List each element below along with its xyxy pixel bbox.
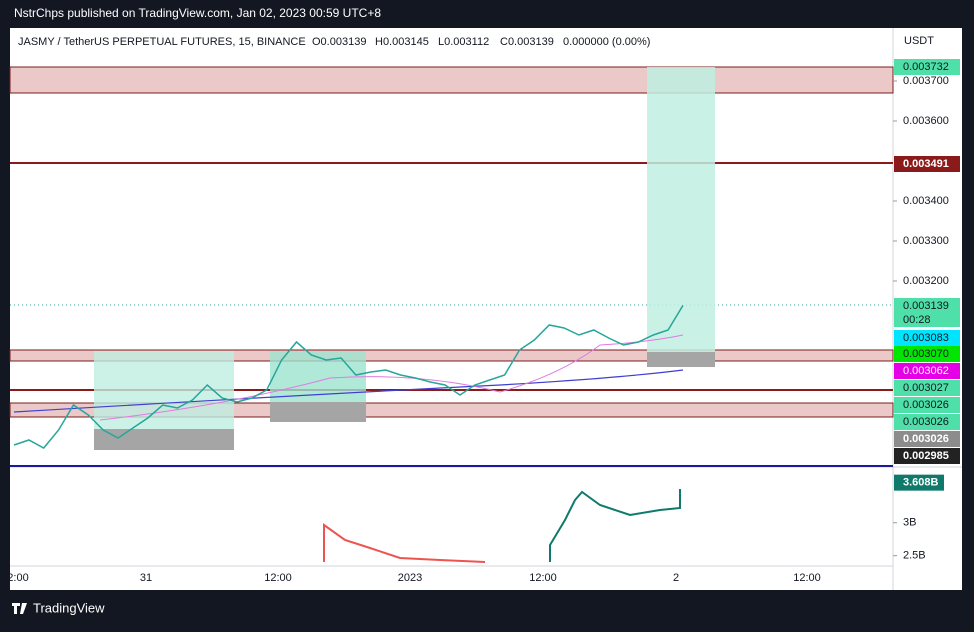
long-stop	[647, 352, 715, 367]
price-badge-label: 0.003026	[903, 399, 949, 411]
symbol: JASMY / TetherUS PERPETUAL FUTURES, 15, …	[18, 36, 306, 48]
time-tick-label: 12:00	[793, 572, 821, 584]
moving-average	[99, 334, 684, 421]
price-badge-label: 0.003027	[903, 382, 949, 394]
price-tick-label: 0.003300	[903, 235, 949, 247]
moving-average	[13, 369, 684, 413]
volume-falling	[323, 523, 486, 563]
price-tick-label: 0.003600	[903, 115, 949, 127]
brand-name: TradingView	[33, 600, 105, 615]
ohlc-high: H0.003145	[375, 36, 429, 48]
long-target	[647, 67, 715, 352]
time-tick-label: 2:00	[7, 572, 28, 584]
publisher-text: NstrChps published on TradingView.com, J…	[14, 6, 381, 20]
long-stop	[94, 429, 234, 450]
ohlc-close: C0.003139	[500, 36, 554, 48]
countdown-badge	[894, 313, 960, 327]
time-tick-label: 12:00	[264, 572, 292, 584]
price-badge-label: 0.003139	[903, 300, 949, 312]
time-tick-label: 31	[140, 572, 152, 584]
time-tick-label: 12:00	[529, 572, 557, 584]
price-badge	[894, 448, 960, 464]
price-badge	[894, 156, 960, 172]
zone	[9, 349, 894, 362]
price-badge-label: 0.003491	[903, 158, 949, 170]
price-badge	[894, 363, 960, 379]
time-tick-label: 2023	[398, 572, 422, 584]
ohlc-change: 0.000000 (0.00%)	[563, 36, 650, 48]
ohlc-open: O0.003139	[312, 36, 366, 48]
brand-logo	[12, 603, 27, 614]
price-badge-label: 0.002985	[903, 450, 949, 462]
volume-tick-label: 2.5B	[903, 550, 926, 562]
price-badge-label: 0.003070	[903, 348, 949, 360]
axis-unit: USDT	[904, 35, 934, 47]
price-tick-label: 0.003400	[903, 195, 949, 207]
price-badge	[894, 330, 960, 346]
price-badge-label: 0.003026	[903, 416, 949, 428]
volume-rising	[549, 489, 681, 562]
chart-panel	[10, 28, 962, 590]
price-badge-label: 0.003062	[903, 365, 949, 377]
volume-badge-label: 3.608B	[903, 477, 939, 489]
long-stop	[270, 402, 366, 422]
price-badge-label: 0.003732	[903, 61, 949, 73]
price-line	[13, 305, 684, 449]
price-badge	[894, 298, 960, 314]
price-badge	[894, 414, 960, 430]
supply-zone	[9, 66, 894, 94]
price-badge	[894, 59, 960, 75]
price-badge-label: 0.003083	[903, 332, 949, 344]
price-badge	[894, 431, 960, 447]
ohlc-low: L0.003112	[438, 36, 489, 48]
volume-badge	[894, 474, 944, 491]
price-tick-label: 0.003200	[903, 275, 949, 287]
price-tick-label: 0.003700	[903, 75, 949, 87]
volume-tick-label: 3B	[903, 517, 916, 529]
time-tick-label: 2	[673, 572, 679, 584]
price-badge	[894, 380, 960, 396]
price-badge-label: 0.003026	[903, 433, 949, 445]
long-target	[94, 351, 234, 429]
brand: TradingView	[12, 600, 105, 615]
countdown: 00:28	[903, 314, 931, 326]
price-badge	[894, 397, 960, 413]
price-badge	[894, 346, 960, 362]
